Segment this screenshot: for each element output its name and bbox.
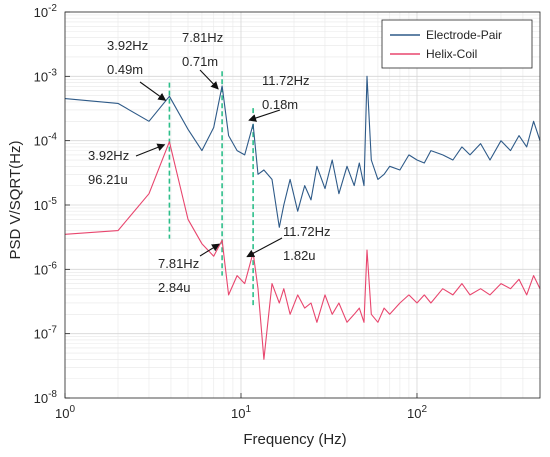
annotation-text: 96.21u [88,172,128,187]
annotation-arrow [199,69,219,90]
y-tick-label: 10-3 [34,67,58,84]
y-axis-label: PSD V/SQRT(Hz) [7,141,24,260]
annotation: 3.92Hz 0.49m [107,38,167,101]
y-tick-label: 10-5 [34,196,58,213]
annotation-arrow [135,143,166,157]
annotation: 7.81Hz 0.71m [182,30,223,90]
axes-layer: 100 101 102 10-8 10-7 10-6 10-5 10-4 10-3 10-2 [34,3,541,421]
annotation-text: 11.72Hz [283,224,330,239]
legend-label: Electrode-Pair [426,28,502,42]
annotation-arrow [139,81,167,101]
annotation: 7.81Hz 2.84u [158,243,220,295]
y-tick-label: 10-6 [34,260,58,277]
x-tick-label: 102 [407,404,427,421]
series-line [64,141,541,360]
annotation-text: 0.49m [107,62,143,77]
annotation-text: 3.92Hz [107,38,148,53]
annotation-text: 2.84u [158,280,191,295]
legend-label: Helix-Coil [426,47,477,61]
annotation-arrow [248,109,281,122]
annotation-text: 7.81Hz [182,30,223,45]
annotation-text: 0.71m [182,54,218,69]
annotation-arrow [246,237,283,258]
legend-box [381,19,533,69]
annotation: 11.72Hz 1.82u [246,224,330,263]
annotation-text: 0.18m [262,97,298,112]
annotation-text: 7.81Hz [158,256,199,271]
series-line [64,75,541,228]
x-tick-label: 100 [55,404,75,421]
x-tick-label: 101 [231,404,251,421]
grid-layer [64,11,540,399]
legend: Electrode-Pair Helix-Coil [381,19,533,69]
annotation: 3.92Hz 96.21u [88,143,166,187]
x-axis-label: Frequency (Hz) [243,431,346,448]
annotation-arrow [199,243,220,257]
y-tick-label: 10-4 [34,132,58,149]
y-tick-label: 10-8 [34,389,58,406]
annotation-layer: 3.92Hz 0.49m 7.81Hz 0.71m 11.72Hz 0.18m 3.92Hz… [88,30,330,295]
annotation-text: 11.72Hz [262,73,309,88]
y-tick-label: 10-7 [34,325,58,342]
y-tick-label: 10-2 [34,3,58,20]
annotation: 11.72Hz 0.18m [248,73,309,122]
series-layer [64,75,541,360]
annotation-text: 3.92Hz [88,148,129,163]
annotation-text: 1.82u [283,248,316,263]
